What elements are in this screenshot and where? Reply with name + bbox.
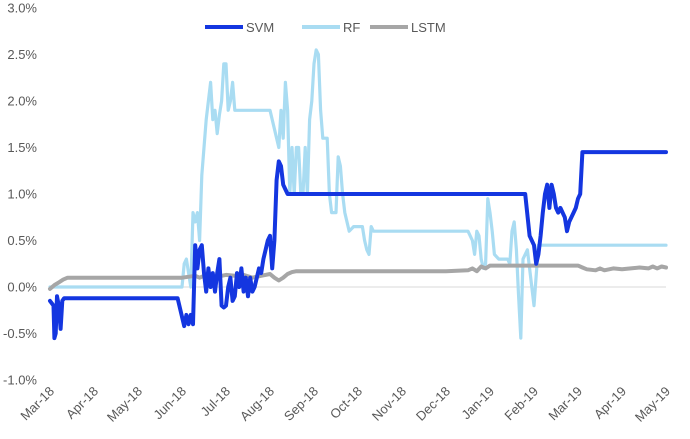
- y-tick-label: 1.0%: [7, 187, 37, 202]
- legend-label-rf: RF: [343, 20, 360, 35]
- y-tick-label: -0.5%: [3, 326, 37, 341]
- x-tick-label: Feb-19: [501, 384, 541, 424]
- series-line-rf: [48, 48, 668, 340]
- y-tick-label: 2.0%: [7, 94, 37, 109]
- legend: SVM RF LSTM: [205, 20, 446, 35]
- x-tick-label: Dec-18: [413, 384, 453, 424]
- legend-label-lstm: LSTM: [411, 20, 446, 35]
- y-tick-label: 0.5%: [7, 233, 37, 248]
- y-tick-label: 2.5%: [7, 47, 37, 62]
- x-tick-label: Oct-18: [327, 384, 365, 422]
- x-tick-label: Mar-18: [17, 384, 57, 424]
- x-tick-label: Apr-19: [591, 384, 629, 422]
- y-axis-tick-labels: -1.0% -0.5% 0.0% 0.5% 1.0% 1.5% 2.0% 2.5% 3.0%: [3, 1, 37, 388]
- x-axis-tick-labels: Mar-18 Apr-18 May-18 Jun-18 Jul-18 Aug-18 Sep-…: [17, 384, 673, 425]
- series-line-svm: [48, 150, 668, 341]
- x-tick-label: Jan-19: [458, 384, 497, 423]
- x-tick-label: Sep-18: [281, 384, 321, 424]
- x-tick-label: Apr-18: [63, 384, 101, 422]
- y-tick-label: 0.0%: [7, 280, 37, 295]
- y-tick-label: 3.0%: [7, 1, 37, 16]
- x-tick-label: Jun-18: [150, 384, 189, 423]
- y-tick-label: -1.0%: [3, 373, 37, 388]
- series-lines: [48, 48, 668, 341]
- x-tick-label: Aug-18: [237, 384, 277, 424]
- x-tick-label: Mar-19: [545, 384, 585, 424]
- y-tick-label: 1.5%: [7, 140, 37, 155]
- series-line-lstm: [48, 263, 668, 291]
- legend-label-svm: SVM: [246, 20, 274, 35]
- x-tick-label: Nov-18: [369, 384, 409, 424]
- x-tick-label: May-19: [632, 384, 673, 425]
- x-tick-label: May-18: [104, 384, 145, 425]
- x-tick-label: Jul-18: [197, 384, 233, 420]
